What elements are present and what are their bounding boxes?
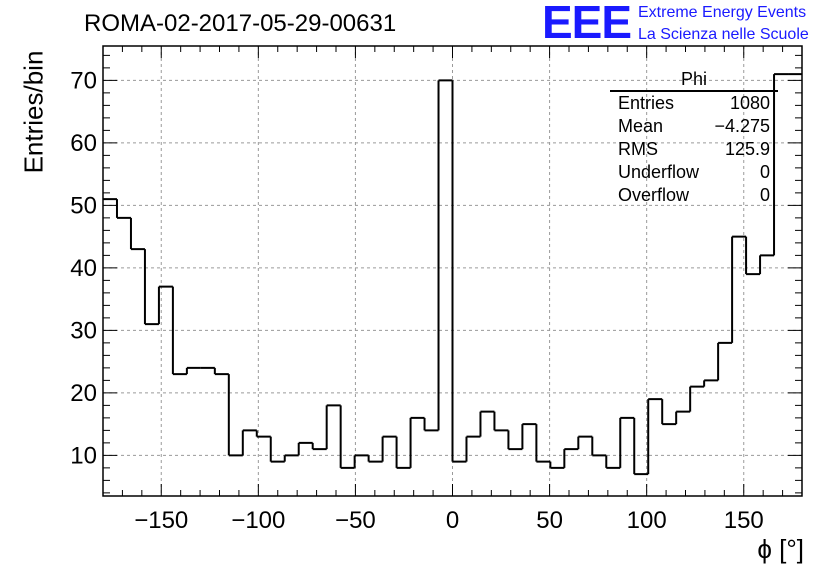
eee-logo: EEE Extreme Energy Events La Scienza nel… (542, 0, 832, 48)
y-axis-label: Entries/bin (18, 50, 49, 174)
logo-line-2: La Scienza nelle Scuole (638, 26, 809, 43)
stats-value: −4.275 (714, 116, 770, 136)
x-tick-label: 100 (627, 507, 667, 534)
x-tick-label: 50 (536, 507, 563, 534)
stats-box: Phi Entries 1080 Mean −4.275 RMS 125.9 U… (610, 68, 778, 207)
stats-value: 0 (759, 185, 770, 205)
stats-label: Entries (618, 93, 675, 113)
stats-value: 0 (759, 162, 770, 182)
y-tick-label: 60 (70, 130, 97, 157)
x-tick-label: −150 (134, 507, 188, 534)
y-tick-label: 50 (70, 192, 97, 219)
stats-row: Overflow 0 (610, 184, 778, 207)
stats-value: 1080 (729, 93, 770, 113)
stats-row: Entries 1080 (610, 92, 778, 115)
stats-title: Phi (610, 68, 778, 92)
stats-row: Underflow 0 (610, 161, 778, 184)
x-tick-label: −50 (335, 507, 376, 534)
x-tick-label: 0 (446, 507, 459, 534)
stats-label: Underflow (618, 162, 700, 182)
stats-value: 125.9 (724, 139, 770, 159)
y-tick-label: 20 (70, 380, 97, 407)
x-tick-label: −100 (231, 507, 285, 534)
stats-label: RMS (618, 139, 658, 159)
stats-label: Mean (618, 116, 664, 136)
run-title: ROMA-02-2017-05-29-00631 (84, 10, 397, 37)
logo-line-1: Extreme Energy Events (638, 4, 807, 21)
eee-logo-mark: EEE (542, 0, 632, 48)
y-tick-label: 30 (70, 317, 97, 344)
x-tick-label: 150 (724, 507, 764, 534)
stats-row: Mean −4.275 (610, 115, 778, 138)
y-tick-label: 70 (70, 67, 97, 94)
y-tick-label: 40 (70, 255, 97, 282)
x-axis-label: ϕ [°] (757, 534, 804, 564)
y-tick-label: 10 (70, 442, 97, 469)
stats-label: Overflow (618, 185, 690, 205)
stats-row: RMS 125.9 (610, 138, 778, 161)
